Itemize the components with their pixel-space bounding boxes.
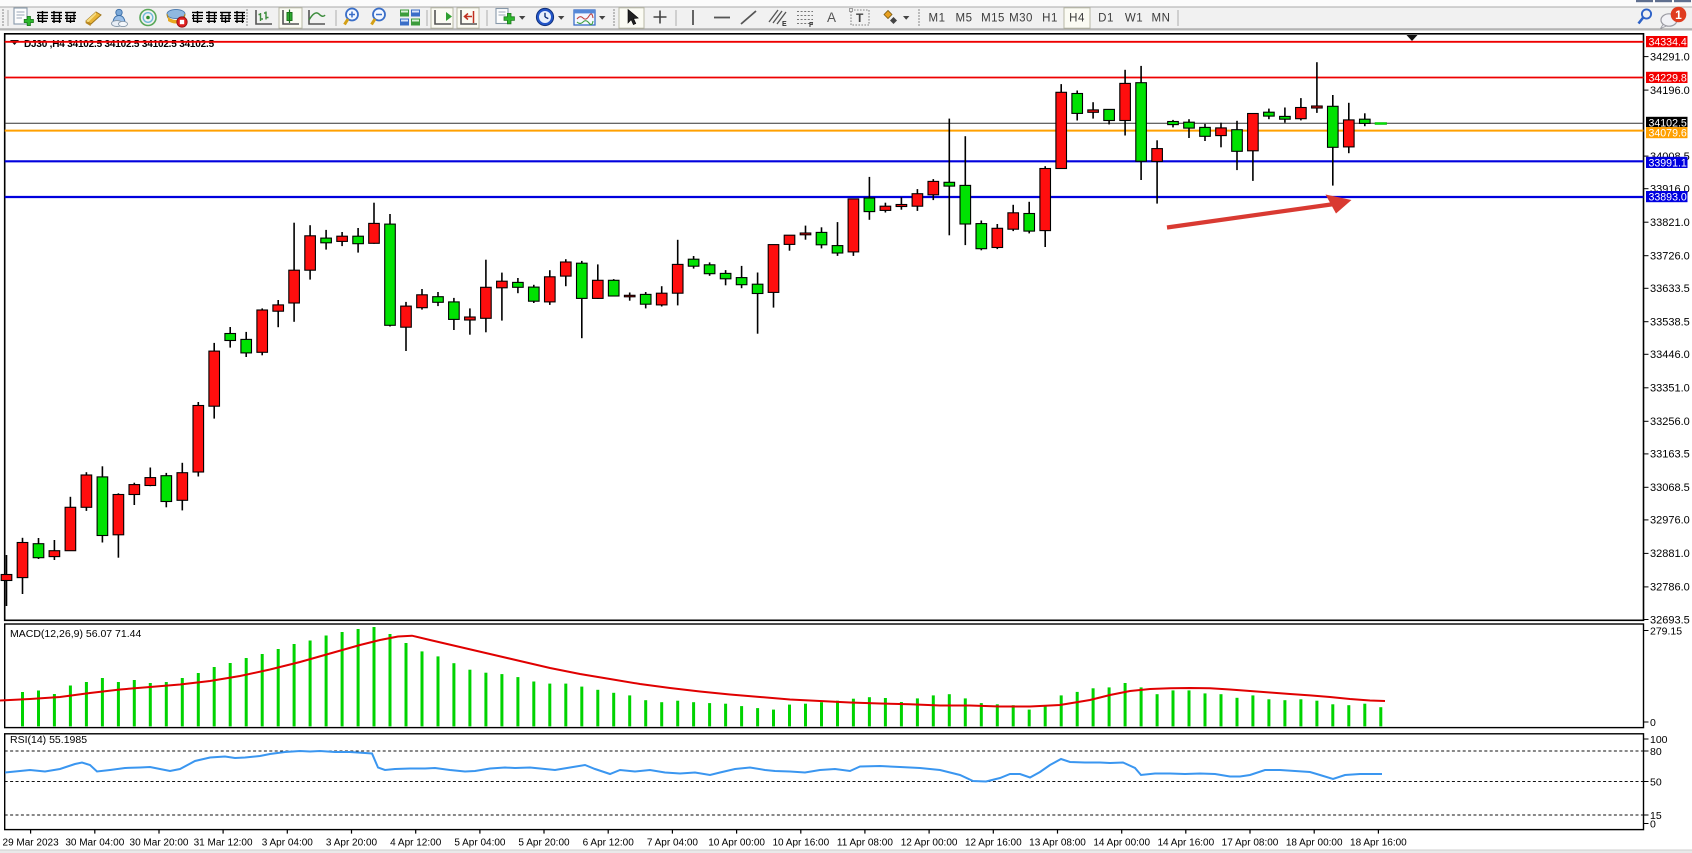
svg-text:17 Apr 08:00: 17 Apr 08:00 [1222, 838, 1279, 849]
svg-text:18 Apr 00:00: 18 Apr 00:00 [1286, 838, 1343, 849]
svg-text:W1: W1 [1125, 13, 1143, 25]
svg-text:6 Apr 12:00: 6 Apr 12:00 [583, 838, 635, 849]
svg-text:A: A [827, 10, 836, 25]
svg-text:33068.5: 33068.5 [1650, 482, 1690, 494]
svg-text:34229.8: 34229.8 [1649, 72, 1687, 84]
svg-text:34102.5: 34102.5 [1649, 117, 1687, 129]
svg-text:T: T [856, 11, 864, 25]
svg-text:14 Apr 00:00: 14 Apr 00:00 [1093, 838, 1150, 849]
svg-text:E: E [782, 21, 787, 28]
svg-text:5 Apr 20:00: 5 Apr 20:00 [518, 838, 570, 849]
svg-text:15: 15 [1650, 810, 1662, 822]
svg-text:10 Apr 16:00: 10 Apr 16:00 [772, 838, 829, 849]
svg-text:32786.0: 32786.0 [1650, 582, 1690, 594]
svg-text:D1: D1 [1098, 13, 1114, 25]
svg-text:3 Apr 04:00: 3 Apr 04:00 [262, 838, 314, 849]
svg-text:3 Apr 20:00: 3 Apr 20:00 [326, 838, 378, 849]
svg-text:5 Apr 04:00: 5 Apr 04:00 [454, 838, 506, 849]
svg-text:14 Apr 16:00: 14 Apr 16:00 [1157, 838, 1214, 849]
svg-text:100: 100 [1650, 734, 1668, 746]
svg-text:80: 80 [1650, 746, 1662, 758]
svg-text:M5: M5 [956, 13, 973, 25]
svg-text:32976.0: 32976.0 [1650, 515, 1690, 527]
svg-text:10 Apr 00:00: 10 Apr 00:00 [708, 838, 765, 849]
svg-text:0: 0 [1650, 717, 1656, 729]
svg-text:30 Mar 20:00: 30 Mar 20:00 [130, 838, 189, 849]
svg-text:M30: M30 [1009, 13, 1033, 25]
svg-text:34291.0: 34291.0 [1650, 51, 1690, 63]
svg-text:29 Mar 2023: 29 Mar 2023 [3, 838, 60, 849]
svg-text:12 Apr 16:00: 12 Apr 16:00 [965, 838, 1022, 849]
svg-text:33726.0: 33726.0 [1650, 251, 1690, 263]
svg-text:33821.0: 33821.0 [1650, 217, 1690, 229]
svg-text:H1: H1 [1042, 13, 1058, 25]
svg-text:M1: M1 [929, 13, 946, 25]
svg-text:34196.0: 34196.0 [1650, 85, 1690, 97]
svg-text:33351.0: 33351.0 [1650, 383, 1690, 395]
svg-text:DJ30 ,H4 34102.5 34102.5 3410: DJ30 ,H4 34102.5 34102.5 34102.5 34102.5 [24, 39, 215, 50]
svg-text:12 Apr 00:00: 12 Apr 00:00 [901, 838, 958, 849]
svg-text:33893.0: 33893.0 [1649, 192, 1687, 204]
svg-text:30 Mar 04:00: 30 Mar 04:00 [65, 838, 124, 849]
svg-text:34334.4: 34334.4 [1649, 37, 1687, 49]
svg-text:33538.5: 33538.5 [1650, 317, 1690, 329]
svg-text:MN: MN [1152, 13, 1171, 25]
svg-text:H4: H4 [1069, 13, 1085, 25]
svg-text:F: F [809, 22, 814, 29]
svg-text:4 Apr 12:00: 4 Apr 12:00 [390, 838, 442, 849]
svg-text:33633.5: 33633.5 [1650, 283, 1690, 295]
svg-text:279.15: 279.15 [1650, 626, 1682, 638]
svg-text:33256.0: 33256.0 [1650, 416, 1690, 428]
svg-text:18 Apr 16:00: 18 Apr 16:00 [1350, 838, 1407, 849]
svg-text:0: 0 [1650, 818, 1656, 830]
svg-text:33991.1: 33991.1 [1649, 157, 1687, 169]
svg-text:MACD(12,26,9) 56.07 71.44: MACD(12,26,9) 56.07 71.44 [10, 628, 141, 640]
svg-text:32881.0: 32881.0 [1650, 548, 1690, 560]
svg-text:7 Apr 04:00: 7 Apr 04:00 [647, 838, 699, 849]
svg-text:31 Mar 12:00: 31 Mar 12:00 [194, 838, 253, 849]
svg-text:33446.0: 33446.0 [1650, 349, 1690, 361]
svg-text:33163.5: 33163.5 [1650, 449, 1690, 461]
svg-text:M15: M15 [981, 13, 1005, 25]
svg-text:50: 50 [1650, 776, 1662, 788]
svg-text:RSI(14) 55.1985: RSI(14) 55.1985 [10, 734, 87, 746]
svg-text:13 Apr 08:00: 13 Apr 08:00 [1029, 838, 1086, 849]
svg-text:1: 1 [1675, 8, 1682, 22]
svg-text:11 Apr 08:00: 11 Apr 08:00 [837, 838, 893, 849]
svg-text:34079.6: 34079.6 [1649, 128, 1687, 140]
svg-text:32693.5: 32693.5 [1650, 614, 1690, 626]
